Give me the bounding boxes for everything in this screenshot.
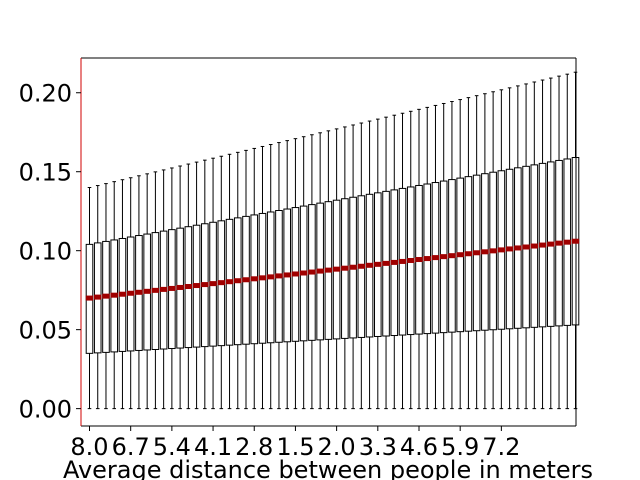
y-tick-label: 0.15 [19, 159, 72, 187]
y-tick-label: 0.10 [19, 238, 72, 266]
y-tick-label: 0.00 [19, 396, 72, 424]
x-axis: 8.0 6.7 5.4 4.1 2.8 1.5 2.0 3.3 4.6 5.9 7.2 [70, 426, 520, 461]
x-tick-label: 1.5 [276, 433, 314, 461]
x-tick-label: 3.3 [359, 433, 397, 461]
x-tick-label: 2.0 [318, 433, 356, 461]
x-tick-label: 8.0 [70, 433, 108, 461]
x-tick-label: 6.7 [112, 433, 150, 461]
x-tick-label: 5.4 [153, 433, 191, 461]
boxes [85, 71, 580, 410]
x-tick-label: 4.1 [194, 433, 232, 461]
x-tick-label: 4.6 [400, 433, 438, 461]
y-axis: 0.00 0.05 0.10 0.15 0.20 [19, 80, 81, 424]
x-axis-label: Average distance between people in meter… [63, 456, 593, 480]
x-tick-label: 5.9 [441, 433, 479, 461]
x-tick-label: 7.2 [482, 433, 520, 461]
x-tick-label: 2.8 [235, 433, 273, 461]
y-tick-label: 0.20 [19, 80, 72, 108]
y-tick-label: 0.05 [19, 317, 72, 345]
